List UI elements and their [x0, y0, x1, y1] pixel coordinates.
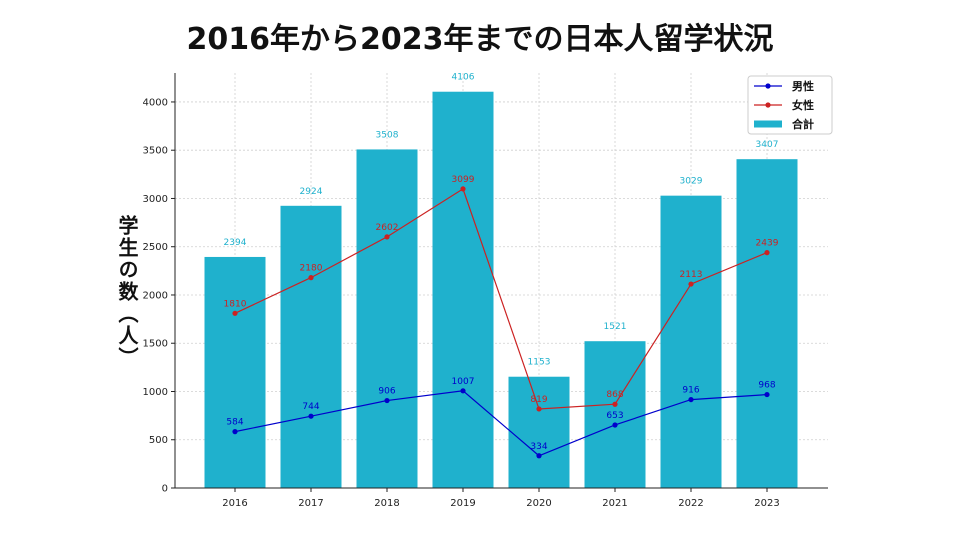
point-value-label: 916	[682, 386, 699, 396]
y-tick-label: 500	[149, 435, 168, 446]
point-value-label: 968	[758, 381, 775, 391]
bar-value-label: 2924	[300, 187, 323, 197]
bar	[204, 256, 266, 488]
point-value-label: 2602	[376, 223, 399, 233]
x-tick-label: 2017	[298, 498, 323, 509]
y-tick-label: 0	[162, 484, 168, 495]
axes: 0 500 1000 1500 2000 2500 3000 3500 4000 2016 2017…	[143, 73, 828, 509]
y-tick-label: 4000	[143, 97, 168, 108]
data-labels: 2394 2924 3508 4106 1153 1521 3029 3407 584 744 90…	[224, 73, 779, 452]
data-point	[308, 413, 314, 419]
point-value-label: 2180	[300, 264, 323, 274]
bar	[508, 376, 570, 488]
series-line	[234, 187, 768, 410]
y-tick-label: 3000	[143, 194, 168, 205]
data-point	[612, 422, 618, 428]
chart-title: 2016年から2023年までの日本人留学状況	[186, 22, 774, 57]
legend-entry: 男性	[792, 79, 814, 93]
legend-entry: 合計	[792, 117, 814, 131]
y-tick-label: 1500	[143, 339, 168, 350]
y-tick-label: 2500	[143, 242, 168, 253]
bar-value-label: 3407	[756, 140, 779, 150]
y-tick-label: 2000	[143, 290, 168, 301]
line-series	[232, 186, 770, 459]
legend-marker	[765, 83, 771, 89]
grid	[175, 73, 828, 489]
point-value-label: 2113	[680, 270, 703, 280]
data-point	[764, 250, 770, 256]
data-point	[536, 406, 542, 412]
point-value-label: 1007	[452, 377, 475, 387]
point-value-label: 584	[226, 418, 243, 428]
x-tick-label: 2022	[678, 498, 703, 509]
point-value-label: 334	[530, 442, 547, 452]
point-value-label: 2439	[756, 239, 779, 249]
bar	[660, 195, 722, 489]
data-point	[688, 281, 694, 287]
data-point	[764, 391, 770, 398]
data-point	[612, 401, 618, 407]
data-point	[232, 429, 238, 435]
data-point	[232, 310, 238, 316]
legend-box	[747, 75, 833, 135]
bar	[356, 149, 418, 489]
legend-entry: 女性	[792, 98, 814, 112]
point-value-label: 868	[606, 390, 623, 400]
x-tick-label: 2019	[450, 498, 475, 509]
data-point	[460, 186, 466, 192]
x-tick-label: 2021	[602, 498, 627, 509]
y-tick-label: 1000	[143, 387, 168, 398]
legend-marker	[765, 102, 771, 108]
bar	[584, 341, 646, 488]
point-value-label: 1810	[224, 299, 247, 309]
data-point	[688, 396, 694, 403]
data-point	[384, 234, 390, 240]
bar-value-label: 1521	[604, 322, 627, 332]
data-point	[384, 397, 390, 404]
series-line	[234, 390, 768, 457]
legend-bar-swatch	[754, 120, 782, 128]
data-point	[536, 453, 542, 459]
y-tick-label: 3500	[143, 146, 168, 157]
point-value-label: 819	[530, 395, 547, 405]
bar	[280, 205, 342, 489]
x-tick-label: 2023	[754, 498, 779, 509]
bar-value-label: 4106	[452, 73, 475, 83]
bar	[432, 91, 494, 488]
x-tick-label: 2016	[222, 498, 247, 509]
bar-value-label: 3029	[680, 177, 703, 187]
x-tick-label: 2018	[374, 498, 399, 509]
bar	[736, 159, 798, 489]
data-point	[308, 275, 314, 281]
bar-value-label: 3508	[376, 130, 399, 140]
bar-value-label: 2394	[224, 238, 247, 248]
x-tick-label: 2020	[526, 498, 551, 509]
point-value-label: 906	[378, 387, 395, 397]
point-value-label: 653	[606, 411, 623, 421]
point-value-label: 744	[302, 402, 319, 412]
y-axis-label: 学生の数（人）	[115, 215, 139, 369]
bar-value-label: 1153	[528, 358, 551, 368]
bar-series	[204, 91, 798, 489]
data-point	[460, 388, 466, 394]
point-value-label: 3099	[452, 175, 475, 185]
